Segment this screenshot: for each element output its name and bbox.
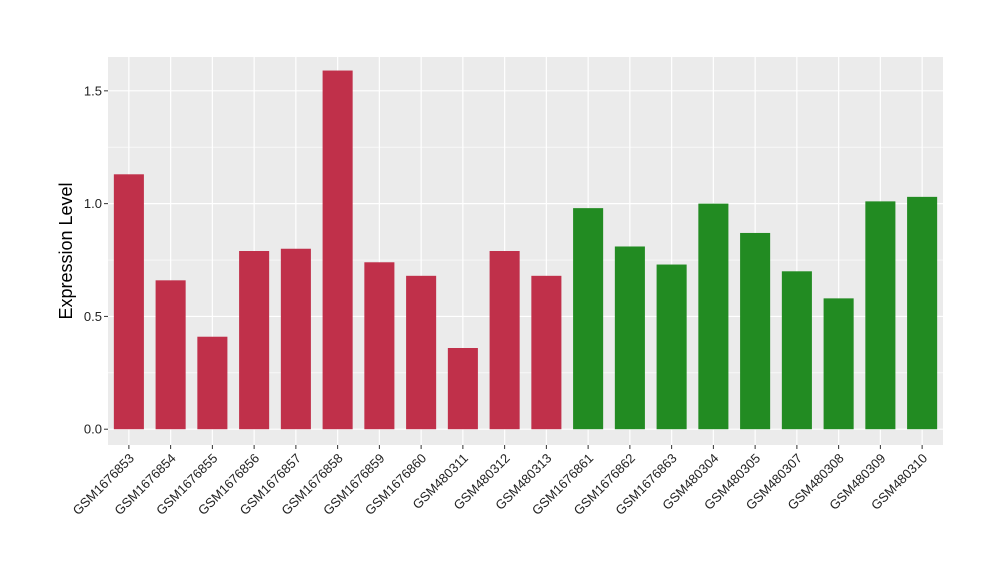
y-tick-label: 1.0 <box>84 196 102 211</box>
y-tick-label: 0.5 <box>84 309 102 324</box>
bar-GSM1676857 <box>280 248 311 430</box>
bar-GSM480312 <box>489 251 520 430</box>
x-axis: GSM1676853GSM1676854GSM1676855GSM1676856… <box>70 445 930 518</box>
bar-GSM1676853 <box>113 174 144 430</box>
bar-GSM480305 <box>740 232 771 430</box>
bar-GSM1676863 <box>656 264 687 430</box>
bar-GSM1676856 <box>239 251 270 430</box>
bar-GSM480304 <box>698 203 729 430</box>
y-tick-label: 0.0 <box>84 422 102 437</box>
bar-GSM1676854 <box>155 280 186 430</box>
bar-GSM1676858 <box>322 70 353 430</box>
bar-GSM480313 <box>531 275 562 430</box>
y-axis-title: Expression Level <box>56 182 76 319</box>
bar-GSM480309 <box>865 201 896 430</box>
bar-GSM480311 <box>447 348 478 430</box>
plot-panel <box>108 57 943 445</box>
bar-GSM1676855 <box>197 336 228 430</box>
bar-GSM1676860 <box>406 275 437 430</box>
bar-GSM1676862 <box>614 246 645 430</box>
bar-GSM480308 <box>823 298 854 430</box>
y-tick-label: 1.5 <box>84 83 102 98</box>
y-axis: 0.0 0.5 1.0 1.5 <box>84 83 108 437</box>
bars-group <box>113 70 938 430</box>
bar-GSM480307 <box>781 271 812 430</box>
bar-GSM1676859 <box>364 262 395 430</box>
bar-GSM480310 <box>907 196 938 430</box>
bar-GSM1676861 <box>573 208 604 430</box>
